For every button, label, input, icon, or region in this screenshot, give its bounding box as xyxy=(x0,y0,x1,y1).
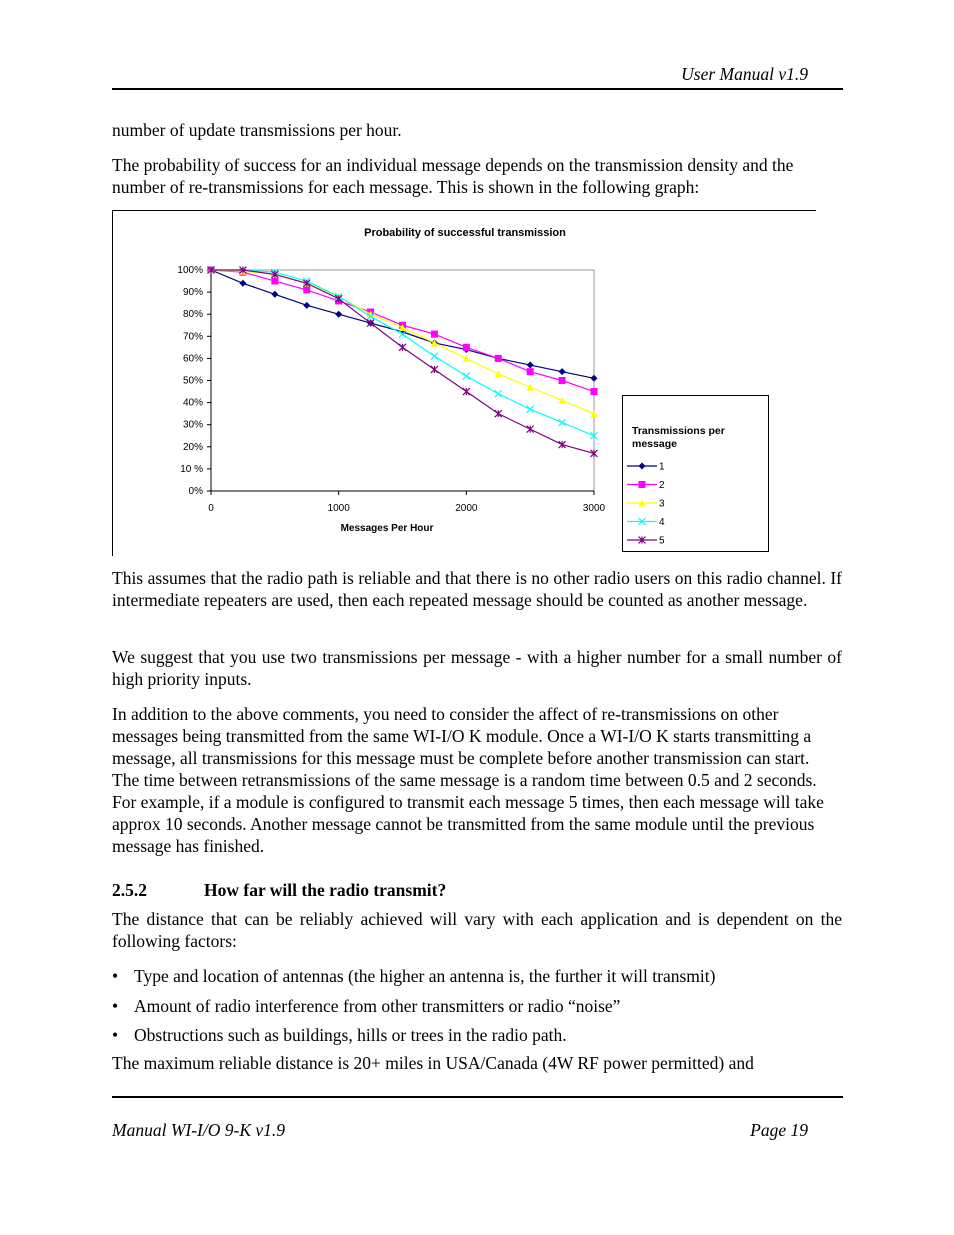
x-tick-label: 2000 xyxy=(455,503,478,514)
bullet-text: Type and location of antennas (the highe… xyxy=(134,966,716,986)
legend-marker xyxy=(638,462,646,470)
point xyxy=(335,310,343,318)
paragraph: The probability of success for an indivi… xyxy=(112,155,794,197)
point xyxy=(526,425,535,434)
point xyxy=(399,323,406,331)
legend-label: 2 xyxy=(659,480,665,491)
point xyxy=(526,405,535,414)
legend-title: Transmissions per message xyxy=(632,425,725,450)
y-tick-label: 60% xyxy=(183,353,203,364)
footer-left: Manual WI-I/O 9-K v1.9 xyxy=(112,1120,286,1140)
point xyxy=(590,410,598,418)
header-rule xyxy=(112,88,843,90)
footer-right: Page 19 xyxy=(750,1120,808,1140)
point xyxy=(302,279,311,288)
point xyxy=(270,270,279,279)
point xyxy=(462,372,471,381)
y-tick-label: 50% xyxy=(183,376,203,387)
point xyxy=(558,440,567,449)
paragraph: The maximum reliable distance is 20+ mil… xyxy=(112,1053,754,1073)
y-tick-label: 20% xyxy=(183,442,203,453)
point xyxy=(207,266,215,274)
point xyxy=(590,388,598,396)
paragraph: number of update transmissions per hour. xyxy=(112,120,402,140)
legend-box xyxy=(622,395,769,552)
section-number: 2.5.2 xyxy=(112,880,147,900)
point xyxy=(526,383,534,391)
point xyxy=(462,387,471,396)
paragraph: This assumes that the radio path is reli… xyxy=(112,568,842,610)
point xyxy=(462,354,470,362)
point xyxy=(238,266,247,274)
point xyxy=(494,389,503,398)
point xyxy=(590,431,598,440)
y-tick-label: 0% xyxy=(189,486,204,497)
chart-svg: Probability of successful transmission M… xyxy=(112,210,816,556)
point xyxy=(271,290,279,298)
point xyxy=(271,277,279,285)
series-line xyxy=(211,269,595,455)
point xyxy=(494,370,502,378)
point xyxy=(494,354,502,362)
y-tick-label: 90% xyxy=(183,287,203,298)
point xyxy=(558,396,566,404)
point xyxy=(366,312,375,321)
point xyxy=(366,319,375,327)
legend-marker xyxy=(638,481,646,488)
point xyxy=(462,343,470,351)
point xyxy=(590,374,598,382)
bullet-item: • Amount of radio interference from other… xyxy=(112,996,621,1016)
y-tick-label: 10 % xyxy=(180,464,203,475)
point xyxy=(398,330,407,339)
point xyxy=(526,368,534,376)
point xyxy=(494,409,503,418)
chart-title: Probability of successful transmission xyxy=(364,227,566,239)
plot-area xyxy=(210,269,595,492)
section-title: How far will the radio transmit? xyxy=(204,880,447,900)
point xyxy=(303,286,311,294)
legend-label: 5 xyxy=(659,536,665,547)
header-title: User Manual v1.9 xyxy=(681,64,808,84)
point xyxy=(239,279,247,287)
point xyxy=(430,330,438,338)
section-heading: 2.5.2 How far will the radio transmit? xyxy=(112,880,446,901)
point xyxy=(526,361,534,369)
legend-marker xyxy=(638,517,646,526)
point xyxy=(558,418,567,427)
bullet-item: • Obstructions such as buildings, hills o… xyxy=(112,1025,567,1045)
x-tick-label: 3000 xyxy=(583,503,606,514)
point xyxy=(303,301,311,309)
chart: Probability of successful transmission M… xyxy=(112,210,816,556)
point xyxy=(590,449,598,458)
point xyxy=(558,368,566,376)
legend-label: 1 xyxy=(659,462,665,473)
point xyxy=(430,365,439,374)
y-tick-label: 30% xyxy=(183,420,203,431)
paragraph: The distance that can be reliably achiev… xyxy=(112,909,842,951)
x-tick-label: 0 xyxy=(208,503,214,514)
paragraph: In addition to the above comments, you n… xyxy=(112,704,824,856)
point xyxy=(398,343,407,352)
legend-marker xyxy=(638,536,646,544)
y-tick-label: 70% xyxy=(183,331,203,342)
paragraph: We suggest that you use two transmission… xyxy=(112,647,842,689)
legend-label: 4 xyxy=(659,517,665,528)
x-tick-label: 1000 xyxy=(328,503,351,514)
y-tick-label: 100% xyxy=(177,265,203,276)
x-axis-label: Messages Per Hour xyxy=(341,523,434,534)
bullet-text: Amount of radio interference from other … xyxy=(134,996,621,1016)
point xyxy=(430,352,439,361)
legend-marker xyxy=(638,499,646,507)
y-tick-label: 40% xyxy=(183,398,203,409)
legend-label: 3 xyxy=(659,499,665,510)
bullet-text: Obstructions such as buildings, hills or… xyxy=(134,1025,567,1045)
point xyxy=(430,339,438,347)
y-tick-label: 80% xyxy=(183,309,203,320)
bullet-item: • Type and location of antennas (the high… xyxy=(112,966,716,986)
point xyxy=(334,294,343,303)
footer-rule xyxy=(112,1096,843,1098)
series-line xyxy=(211,269,595,437)
point xyxy=(558,377,566,384)
